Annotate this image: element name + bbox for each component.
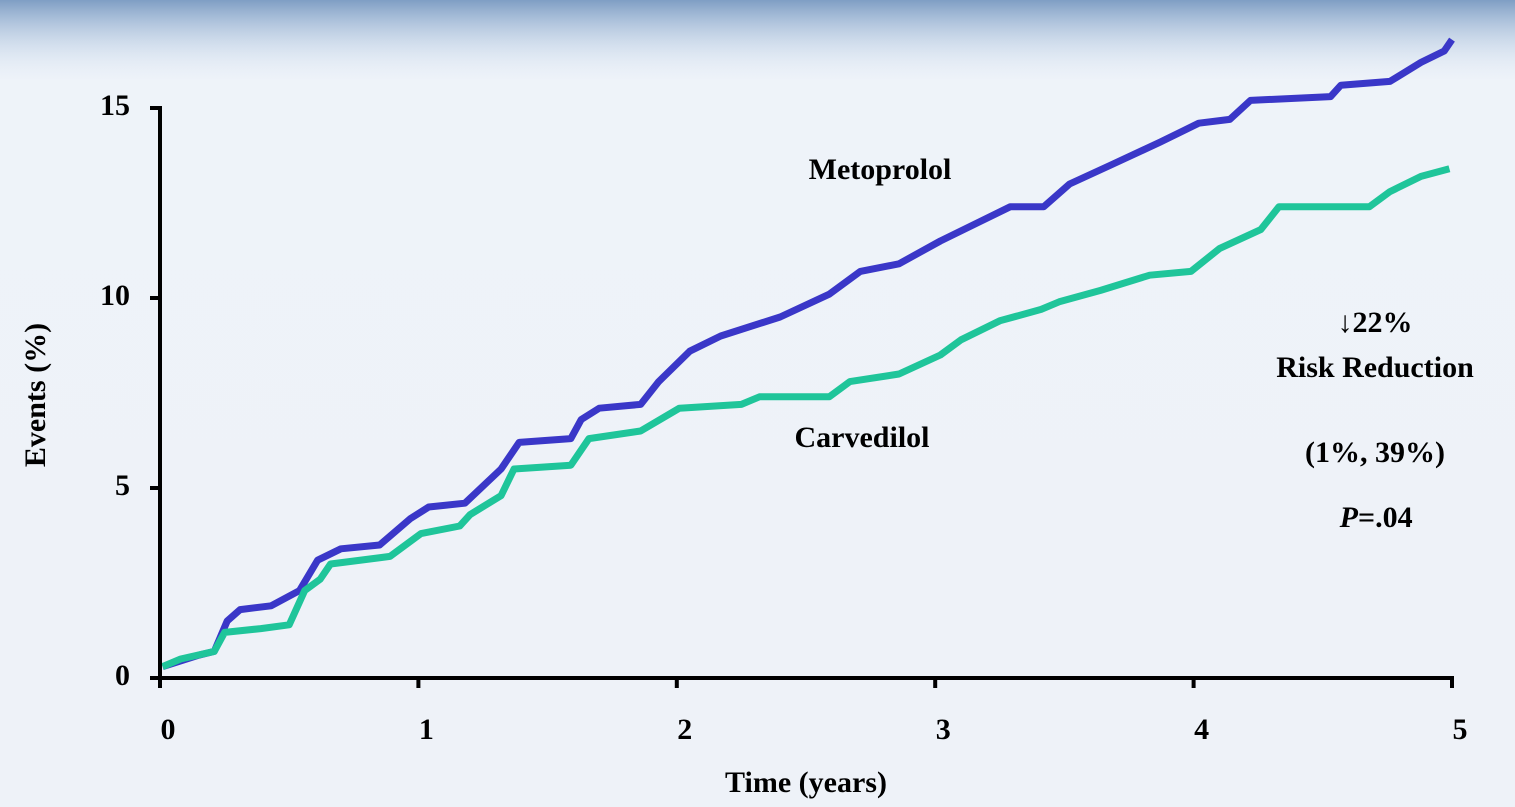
y-tick-label: 0 xyxy=(115,659,130,692)
annotation: (1%, 39%) xyxy=(1305,436,1445,469)
x-tick-label: 4 xyxy=(1194,713,1209,746)
annotation: ↓22% xyxy=(1338,306,1413,339)
series-line xyxy=(161,37,1455,670)
annotation: Risk Reduction xyxy=(1276,351,1474,384)
x-axis-label: Time (years) xyxy=(725,766,887,799)
x-tick-label: 1 xyxy=(419,713,434,746)
y-tick-label: 10 xyxy=(100,279,130,312)
header-band xyxy=(0,0,1515,70)
series-line xyxy=(161,165,1451,670)
x-tick-label: 2 xyxy=(677,713,692,746)
series-label: Metoprolol xyxy=(809,153,952,186)
y-axis-label: Events (%) xyxy=(19,323,52,467)
annotation: =.04 xyxy=(1358,501,1413,534)
x-tick-label: 0 xyxy=(161,713,176,746)
x-tick-label: 5 xyxy=(1453,713,1468,746)
y-tick-label: 15 xyxy=(100,89,130,122)
y-tick-label: 5 xyxy=(115,469,130,502)
annotation: P xyxy=(1339,501,1359,534)
x-tick-label: 3 xyxy=(936,713,951,746)
series-label: Carvedilol xyxy=(795,421,930,454)
